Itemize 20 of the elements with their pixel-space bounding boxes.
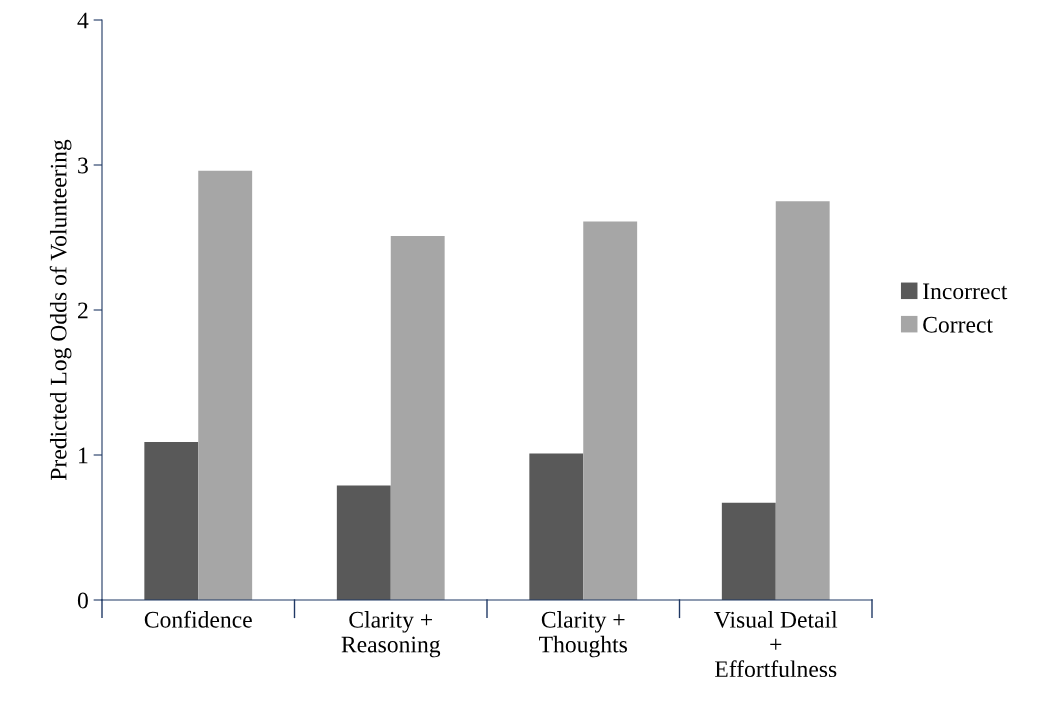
bar: [775, 201, 830, 600]
bar: [390, 236, 445, 600]
bar: [583, 221, 638, 600]
y-tick-label: 4: [77, 12, 89, 29]
y-tick-label: 3: [78, 157, 88, 174]
y-tick-label: 1: [79, 447, 88, 464]
y-axis-title: Predicted Log Odds of Volunteering: [49, 139, 72, 481]
bar: [721, 502, 776, 600]
x-tick-label: Confidence: [144, 610, 252, 628]
x-tick-label: Visual Detail + Effortfulness: [714, 611, 838, 678]
bar: [336, 485, 391, 600]
bar: [198, 170, 253, 600]
legend-label: Correct: [923, 316, 993, 333]
x-tick-label: Clarity + Thoughts: [539, 611, 627, 658]
bar: [144, 441, 199, 600]
x-tick-label: Clarity + Reasoning: [341, 611, 441, 658]
legend-label: Incorrect: [923, 283, 1008, 300]
y-tick-label: 2: [78, 302, 88, 319]
bar: [529, 453, 584, 600]
y-tick-label: 0: [77, 592, 88, 609]
